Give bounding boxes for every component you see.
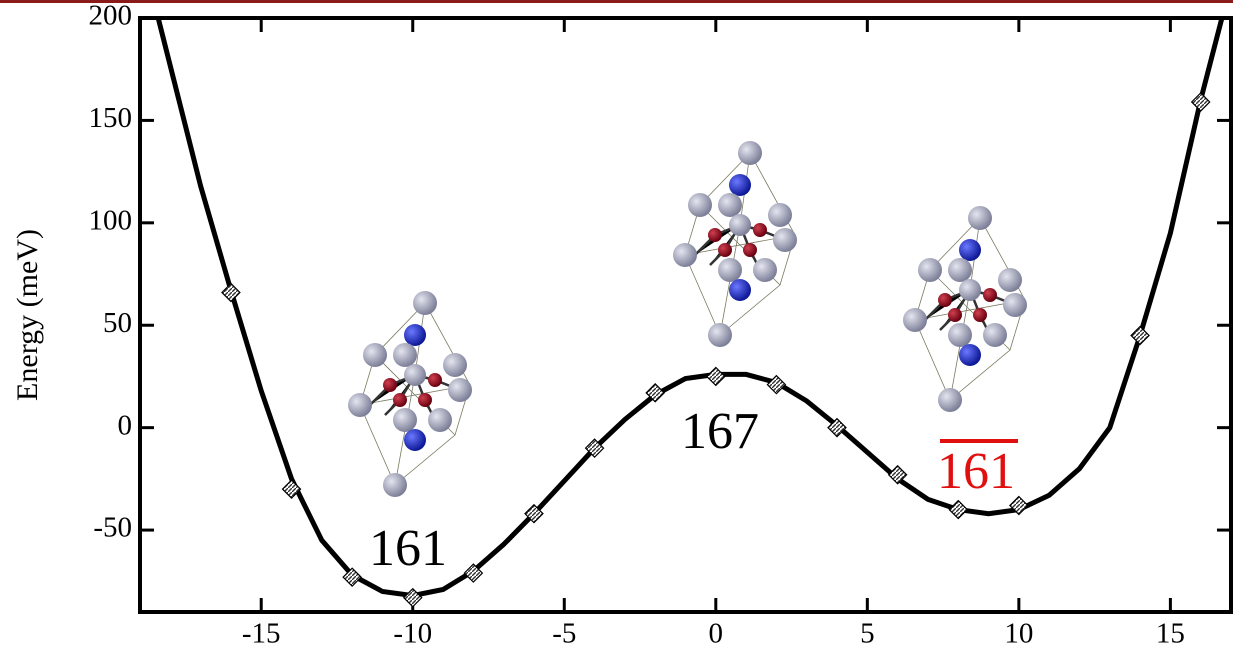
data-point bbox=[342, 567, 362, 588]
data-point bbox=[766, 374, 787, 395]
data-point bbox=[1130, 325, 1150, 346]
y-tick-label: 150 bbox=[89, 102, 133, 134]
annotation: 167 bbox=[681, 403, 759, 460]
annotation: 161 bbox=[369, 520, 447, 577]
y-tick-label: 50 bbox=[103, 307, 132, 339]
annotation: 161 bbox=[937, 443, 1015, 500]
data-point bbox=[705, 366, 726, 387]
plot-frame bbox=[138, 16, 1233, 614]
top-rule bbox=[0, 0, 1233, 3]
x-tick-label: 10 bbox=[1004, 618, 1033, 650]
x-tick-label: -10 bbox=[393, 618, 432, 650]
data-point bbox=[524, 503, 544, 524]
x-tick-label: 5 bbox=[860, 618, 875, 650]
structure-161-bar bbox=[901, 204, 1029, 414]
y-tick-label: -50 bbox=[93, 512, 132, 544]
data-point bbox=[887, 464, 908, 485]
data-point bbox=[402, 587, 423, 608]
data-point bbox=[948, 499, 969, 520]
x-tick-label: -15 bbox=[242, 618, 281, 650]
data-point bbox=[1190, 92, 1211, 112]
data-point bbox=[281, 479, 302, 499]
structure-167 bbox=[671, 139, 799, 349]
data-point bbox=[1009, 495, 1029, 516]
x-tick-label: 15 bbox=[1156, 618, 1185, 650]
y-axis-label: Energy (meV) bbox=[11, 229, 44, 401]
x-tick-label: -5 bbox=[552, 618, 576, 650]
structure-161 bbox=[346, 289, 474, 499]
y-tick-label: 0 bbox=[118, 409, 133, 441]
data-point bbox=[584, 438, 605, 458]
x-tick-label: 0 bbox=[709, 618, 724, 650]
data-point bbox=[463, 563, 484, 583]
data-point bbox=[645, 382, 666, 403]
data-point bbox=[221, 282, 241, 303]
y-tick-label: 100 bbox=[89, 204, 133, 236]
data-point bbox=[827, 417, 847, 438]
fit-curve bbox=[155, 18, 1225, 599]
y-tick-label: 200 bbox=[89, 0, 133, 32]
